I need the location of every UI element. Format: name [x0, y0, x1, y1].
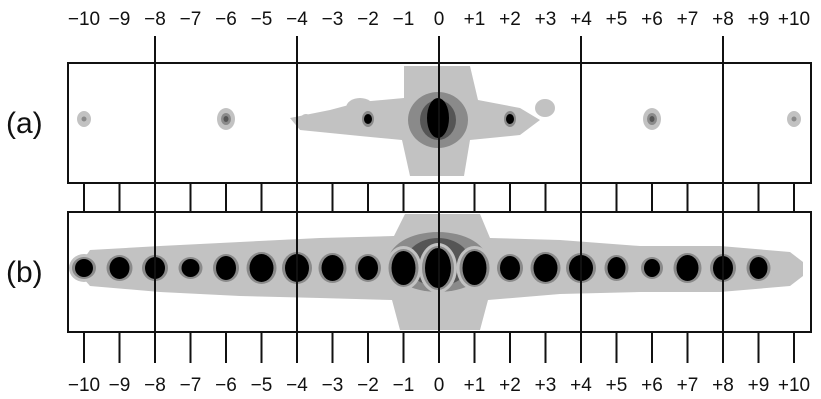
diffraction-spot-a--10 [77, 111, 91, 127]
halo-patch [300, 114, 312, 126]
diffraction-spot-b-5 [601, 252, 632, 284]
bottom-label--4: −4 [286, 375, 308, 396]
top-label-6: +6 [641, 9, 663, 30]
top-label--10: −10 [68, 9, 100, 30]
top-label-5: +5 [606, 9, 628, 30]
diffraction-spot-b--5 [243, 249, 280, 287]
bottom-label--6: −6 [215, 375, 237, 396]
top-label--1: −1 [393, 9, 415, 30]
panel-a-label: (a) [6, 107, 43, 140]
bottom-label--3: −3 [322, 375, 344, 396]
diffraction-spot-b-9 [743, 252, 774, 284]
diffraction-spot-b--1 [385, 246, 422, 290]
panel-a-intensity-pattern [77, 66, 801, 176]
bottom-axis-labels: −10 −9 −8 −7 −6 −5 −4 −3 −2 −1 0 +1 +2 +3 +4 +5 +6 +7 +8 +9… [68, 375, 810, 396]
top-label--4: −4 [286, 9, 308, 30]
bottom-label--2: −2 [357, 375, 379, 396]
top-label--8: −8 [144, 9, 166, 30]
bottom-label-2: +2 [499, 375, 521, 396]
top-label-10: +10 [778, 9, 810, 30]
diffraction-spot-b-10 [788, 257, 800, 271]
halo-patch [320, 117, 340, 131]
bottom-label-5: +5 [606, 375, 628, 396]
bottom-label--1: −1 [393, 375, 415, 396]
top-label--3: −3 [322, 9, 344, 30]
diffraction-spot-a--6 [217, 108, 235, 130]
top-label-2: +2 [499, 9, 521, 30]
diffraction-spot-b--10 [69, 254, 99, 282]
top-label-0: 0 [434, 9, 445, 30]
diffraction-spot-a-10 [787, 111, 801, 127]
diffraction-spot-b--9 [103, 252, 136, 284]
bottom-label--9: −9 [109, 375, 131, 396]
diffraction-spot-b-1 [456, 246, 493, 290]
diffraction-spot-a-6 [643, 108, 661, 130]
panel-b-label: (b) [6, 256, 43, 289]
panel-a: (a) [6, 62, 812, 184]
diffraction-spot-b--3 [315, 250, 350, 286]
top-label-4: +4 [570, 9, 592, 30]
bottom-label-6: +6 [641, 375, 663, 396]
bottom-label-9: +9 [748, 375, 770, 396]
top-label-8: +8 [712, 9, 734, 30]
top-label-7: +7 [677, 9, 699, 30]
top-axis-labels: −10 −9 −8 −7 −6 −5 −4 −3 −2 −1 0 +1 +2 +3 +4 +5 +6 +7 +8 +9… [68, 9, 810, 30]
bottom-label-1: +1 [464, 375, 486, 396]
bottom-label-0: 0 [434, 375, 445, 396]
bottom-label--8: −8 [144, 375, 166, 396]
top-label-1: +1 [464, 9, 486, 30]
top-label--6: −6 [215, 9, 237, 30]
tick-marks [83, 184, 795, 363]
diffraction-spot-b-6 [638, 254, 666, 282]
diffraction-spot-b-2 [494, 251, 526, 285]
halo-patch [535, 99, 555, 117]
bottom-label-3: +3 [535, 375, 557, 396]
bottom-label--5: −5 [251, 375, 273, 396]
top-label-9: +9 [748, 9, 770, 30]
diffraction-spot-b--6 [210, 251, 242, 285]
bottom-label-8: +8 [712, 375, 734, 396]
bottom-label--10: −10 [68, 375, 100, 396]
major-guide-lines [154, 36, 724, 363]
diffraction-spot-a--2 [359, 108, 377, 130]
diffraction-spot-b--2 [352, 251, 384, 285]
bottom-label-7: +7 [677, 375, 699, 396]
top-label--5: −5 [251, 9, 273, 30]
top-label--7: −7 [180, 9, 202, 30]
diffraction-spot-b-3 [527, 249, 564, 287]
bottom-label--7: −7 [180, 375, 202, 396]
diffraction-spot-b-7 [670, 250, 705, 286]
diffraction-spot-b--7 [175, 254, 206, 282]
top-label-3: +3 [535, 9, 557, 30]
top-label--2: −2 [357, 9, 379, 30]
bottom-label-4: +4 [570, 375, 592, 396]
diffraction-spot-a-2 [501, 108, 519, 130]
bottom-label-10: +10 [778, 375, 810, 396]
top-label--9: −9 [109, 9, 131, 30]
